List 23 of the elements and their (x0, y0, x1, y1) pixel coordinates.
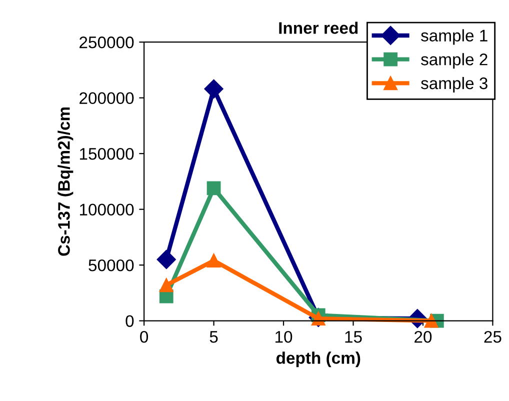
point (206, 181, 221, 196)
point (159, 278, 174, 292)
y-tick-label: 50000 (88, 259, 134, 272)
y-tick-label: 0 (126, 315, 134, 328)
x-tick-label: 5 (210, 331, 218, 343)
y-tick-label: 150000 (80, 148, 134, 160)
legend-label: sample 3 (421, 76, 488, 93)
legend-label: sample 2 (421, 53, 488, 69)
point (156, 250, 176, 270)
y-tick-label: 200000 (80, 92, 134, 104)
x-tick-label: 15 (345, 331, 362, 343)
y-axis-title: Cs-137 (Bq/m2)/cm (58, 107, 74, 256)
x-axis-title: depth (cm) (276, 352, 360, 368)
x-tick-label: 0 (140, 330, 148, 343)
point (206, 254, 221, 268)
legend-label: sample 1 (421, 29, 488, 45)
y-tick-label: 100000 (80, 204, 134, 216)
chart-title: Inner reed (279, 22, 358, 34)
x-tick-label: 25 (484, 330, 502, 343)
y-tick-label: 250000 (80, 36, 134, 48)
point (204, 79, 224, 98)
x-tick-label: 10 (276, 330, 292, 343)
x-tick-label: 20 (414, 330, 432, 343)
